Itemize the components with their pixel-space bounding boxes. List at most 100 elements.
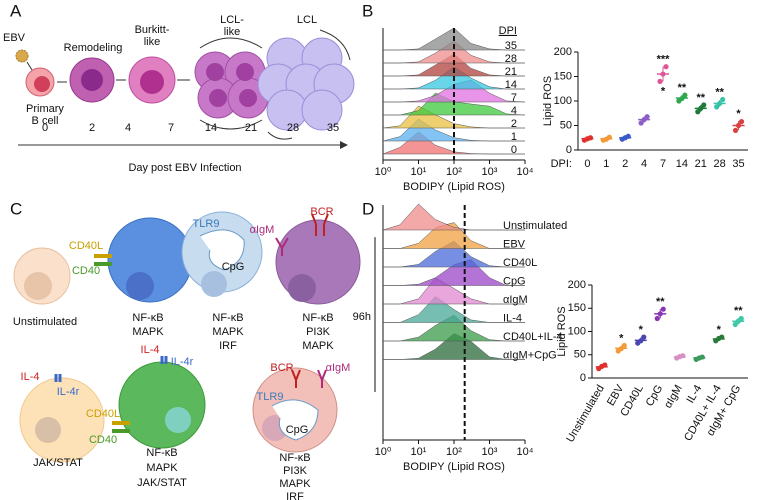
x-tick-label: 28: [714, 158, 726, 170]
diagram-label: TLR9: [193, 218, 220, 230]
cell-label: Burkitt-: [135, 24, 170, 36]
x-tick-label: 0: [584, 158, 590, 170]
diagram-label: CD40L: [69, 240, 103, 252]
x-tick-label: Unstimulated: [564, 383, 606, 445]
x-axis-label: BODIPY (Lipid ROS): [403, 461, 505, 473]
x-tick-label: 7: [660, 158, 666, 170]
legend-entry: 35: [505, 40, 517, 52]
diagram-label: MAPK: [302, 340, 334, 352]
legend-entry: CD40L: [503, 257, 537, 269]
x-tick-label: 35: [732, 158, 744, 170]
significance: **: [715, 86, 724, 98]
significance: *: [639, 324, 644, 336]
panel-label: C: [10, 199, 22, 218]
x-tick-label: 10²: [446, 166, 462, 178]
diagram-label: MAPK: [132, 326, 164, 338]
diagram-label: CpG: [286, 424, 309, 436]
cell-label: LCL: [297, 14, 317, 26]
legend-entry: 4: [511, 105, 517, 117]
diagram-label: NF-κB: [132, 312, 163, 324]
cell-label: B cell: [32, 115, 59, 127]
x-tick-label: 10⁰: [375, 166, 392, 178]
x-axis-label: BODIPY (Lipid ROS): [403, 181, 505, 193]
significance: *: [661, 85, 666, 97]
point: [654, 315, 660, 322]
y-tick-label: 100: [554, 95, 572, 107]
cell-label: LCL-: [220, 14, 244, 26]
y-tick-label: 100: [568, 325, 586, 337]
point: [679, 95, 685, 102]
diagram-label: CD40L: [86, 408, 120, 420]
timeline-tick: 2: [89, 122, 95, 134]
diagram-label: JAK/STAT: [33, 457, 83, 469]
group-label: 96h: [353, 311, 371, 323]
diagram-label: IL-4: [141, 344, 160, 356]
x-tick-label: 10¹: [411, 166, 427, 178]
x-tick-label: 10²: [446, 446, 462, 458]
point: [719, 334, 725, 340]
density: [383, 296, 525, 323]
legend-entry: Unstimulated: [503, 220, 567, 232]
point: [738, 315, 744, 322]
diagram-label: MAPK: [279, 478, 311, 490]
timeline-tick: 14: [205, 122, 217, 134]
legend-entry: αIgM: [503, 294, 528, 306]
point: [699, 354, 705, 360]
point: [625, 133, 631, 139]
legend-entry: EBV: [503, 238, 526, 250]
significance: **: [678, 82, 687, 94]
y-tick-label: 50: [560, 119, 572, 131]
y-axis-label: Lipid ROS: [542, 76, 554, 126]
x-tick-label: 21: [695, 158, 707, 170]
panel-a-art: [15, 29, 355, 149]
y-tick-label: 150: [554, 70, 572, 82]
diagram-label: IL-4r: [171, 356, 194, 368]
timeline-label: Day post EBV Infection: [128, 162, 241, 174]
y-tick-label: 50: [574, 349, 586, 361]
legend-entry: 21: [505, 66, 517, 78]
legend-entry: 14: [505, 79, 517, 91]
legend-entry: CD40L+IL-4: [503, 331, 563, 343]
panel-label: B: [362, 1, 373, 20]
diagram-label: NF-κB: [302, 312, 333, 324]
point: [638, 120, 644, 126]
legend-entry: αIgM+CpG: [503, 349, 557, 361]
significance: ***: [657, 54, 671, 66]
panel-label: D: [362, 199, 374, 218]
point: [587, 135, 594, 141]
y-tick-label: 0: [580, 372, 586, 384]
timeline-tick: 0: [42, 122, 48, 134]
point: [657, 78, 663, 84]
diagram-label: BCR: [310, 206, 333, 218]
legend-entry: 7: [511, 92, 517, 104]
x-tick-label: αIgM: [662, 383, 685, 410]
timeline-tick: 35: [327, 122, 339, 134]
significance: **: [734, 305, 743, 317]
diagram-label: Unstimulated: [13, 316, 77, 328]
legend-entry: IL-4: [503, 312, 522, 324]
legend-entry: CpG: [503, 275, 526, 287]
diagram-label: IL-4r: [57, 386, 80, 398]
x-tick-label: 10⁰: [375, 446, 392, 458]
diagram-label: NF-κB: [146, 447, 177, 459]
significance: *: [717, 324, 722, 336]
diagram-label: IL-4: [21, 371, 40, 383]
point: [641, 334, 647, 340]
cell-label: Remodeling: [64, 42, 123, 54]
y-tick-label: 200: [568, 279, 586, 291]
x-tick-label: 4: [641, 158, 647, 170]
x-tick-label: 14: [676, 158, 688, 170]
x-tick-label: 10³: [482, 446, 498, 458]
panel-c-art: [13, 211, 361, 463]
point: [738, 118, 745, 125]
significance: **: [696, 92, 705, 104]
diagram-label: NF-κB: [279, 452, 310, 464]
point: [660, 71, 666, 77]
point: [695, 109, 701, 115]
density: [383, 240, 525, 268]
timeline-tick: 28: [287, 122, 299, 134]
cell-label: like: [144, 36, 161, 48]
point: [732, 127, 739, 133]
y-tick-label: 200: [554, 46, 572, 58]
